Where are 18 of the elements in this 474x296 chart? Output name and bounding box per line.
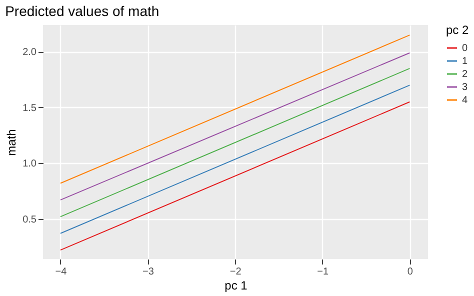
- y-tick-label: 1.5: [22, 102, 37, 114]
- x-tick-label: −4: [55, 266, 68, 278]
- y-tick-label: 2.0: [22, 47, 37, 58]
- y-axis-title: math: [4, 129, 19, 156]
- y-tick-label: 1.0: [22, 158, 37, 170]
- legend-title: pc 2: [446, 23, 470, 37]
- x-tick-label: 0: [407, 266, 414, 278]
- x-tick-label: −3: [142, 266, 154, 278]
- x-axis-title: pc 1: [224, 278, 248, 292]
- chart-title: Predicted values of math: [5, 3, 160, 19]
- x-tick-label: −1: [317, 266, 329, 278]
- legend-label: 4: [462, 95, 468, 106]
- legend-label: 3: [462, 82, 468, 93]
- legend-label: 0: [462, 43, 468, 54]
- x-tick-label: −2: [230, 266, 242, 278]
- legend-label: 1: [462, 56, 468, 67]
- legend-label: 2: [462, 69, 468, 80]
- y-tick-label: 0.5: [22, 214, 37, 226]
